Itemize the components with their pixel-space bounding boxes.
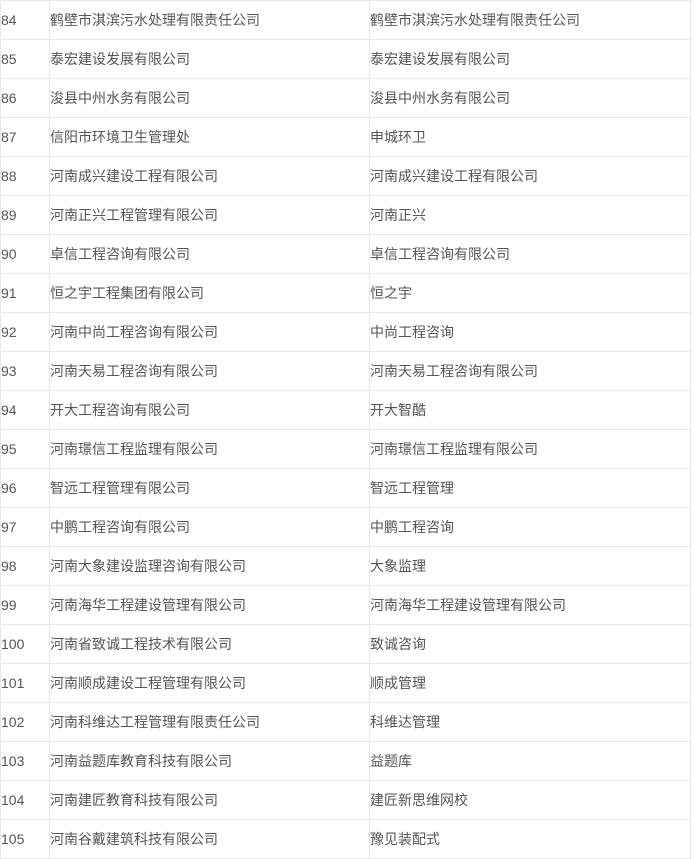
company-short-name-cell: 恒之宇	[369, 273, 691, 313]
company-short-name-cell: 智远工程管理	[369, 468, 691, 508]
company-short-name-cell: 河南正兴	[369, 195, 691, 235]
company-short-name-cell: 中鹏工程咨询	[369, 507, 691, 547]
row-number-cell: 85	[0, 39, 50, 79]
row-number-cell: 101	[0, 663, 50, 703]
company-short-name-cell: 大象监理	[369, 546, 691, 586]
row-number-cell: 97	[0, 507, 50, 547]
row-number-cell: 93	[0, 351, 50, 391]
company-full-name-cell: 河南省致诚工程技术有限公司	[49, 624, 370, 664]
company-short-name-cell: 河南海华工程建设管理有限公司	[369, 585, 691, 625]
row-number-cell: 89	[0, 195, 50, 235]
table-row: 90 卓信工程咨询有限公司 卓信工程咨询有限公司	[0, 234, 691, 274]
company-short-name-cell: 河南璟信工程监理有限公司	[369, 429, 691, 469]
table-row: 105 河南谷戴建筑科技有限公司 豫见装配式	[0, 819, 691, 859]
company-short-name-cell: 浚县中州水务有限公司	[369, 78, 691, 118]
company-short-name-cell: 申城环卫	[369, 117, 691, 157]
table-row: 100 河南省致诚工程技术有限公司 致诚咨询	[0, 624, 691, 664]
company-short-name-cell: 开大智酷	[369, 390, 691, 430]
company-short-name-cell: 卓信工程咨询有限公司	[369, 234, 691, 274]
row-number-cell: 92	[0, 312, 50, 352]
company-short-name-cell: 致诚咨询	[369, 624, 691, 664]
company-short-name-cell: 益题库	[369, 741, 691, 781]
company-short-name-cell: 科维达管理	[369, 702, 691, 742]
company-short-name-cell: 建匠新思维网校	[369, 780, 691, 820]
company-full-name-cell: 卓信工程咨询有限公司	[49, 234, 370, 274]
row-number-cell: 94	[0, 390, 50, 430]
company-full-name-cell: 河南顺成建设工程管理有限公司	[49, 663, 370, 703]
table-row: 85 泰宏建设发展有限公司 泰宏建设发展有限公司	[0, 39, 691, 79]
table-row: 98 河南大象建设监理咨询有限公司 大象监理	[0, 546, 691, 586]
company-full-name-cell: 开大工程咨询有限公司	[49, 390, 370, 430]
company-full-name-cell: 河南中尚工程咨询有限公司	[49, 312, 370, 352]
row-number-cell: 84	[0, 0, 50, 40]
company-short-name-cell: 鹤壁市淇滨污水处理有限责任公司	[369, 0, 691, 40]
table-row: 96 智远工程管理有限公司 智远工程管理	[0, 468, 691, 508]
row-number-cell: 99	[0, 585, 50, 625]
table-row: 97 中鹏工程咨询有限公司 中鹏工程咨询	[0, 507, 691, 547]
company-full-name-cell: 河南正兴工程管理有限公司	[49, 195, 370, 235]
company-short-name-cell: 豫见装配式	[369, 819, 691, 859]
table-row: 88 河南成兴建设工程有限公司 河南成兴建设工程有限公司	[0, 156, 691, 196]
table-row: 104 河南建匠教育科技有限公司 建匠新思维网校	[0, 780, 691, 820]
company-full-name-cell: 恒之宇工程集团有限公司	[49, 273, 370, 313]
company-full-name-cell: 河南谷戴建筑科技有限公司	[49, 819, 370, 859]
row-number-cell: 105	[0, 819, 50, 859]
company-full-name-cell: 河南益题库教育科技有限公司	[49, 741, 370, 781]
row-number-cell: 98	[0, 546, 50, 586]
table-row: 84 鹤壁市淇滨污水处理有限责任公司 鹤壁市淇滨污水处理有限责任公司	[0, 0, 691, 40]
table-row: 89 河南正兴工程管理有限公司 河南正兴	[0, 195, 691, 235]
company-full-name-cell: 河南璟信工程监理有限公司	[49, 429, 370, 469]
row-number-cell: 86	[0, 78, 50, 118]
row-number-cell: 104	[0, 780, 50, 820]
company-short-name-cell: 河南成兴建设工程有限公司	[369, 156, 691, 196]
table-row: 101 河南顺成建设工程管理有限公司 顺成管理	[0, 663, 691, 703]
table-row: 92 河南中尚工程咨询有限公司 中尚工程咨询	[0, 312, 691, 352]
company-full-name-cell: 泰宏建设发展有限公司	[49, 39, 370, 79]
row-number-cell: 90	[0, 234, 50, 274]
company-full-name-cell: 鹤壁市淇滨污水处理有限责任公司	[49, 0, 370, 40]
row-number-cell: 102	[0, 702, 50, 742]
company-full-name-cell: 智远工程管理有限公司	[49, 468, 370, 508]
row-number-cell: 96	[0, 468, 50, 508]
company-short-name-cell: 中尚工程咨询	[369, 312, 691, 352]
table-row: 87 信阳市环境卫生管理处 申城环卫	[0, 117, 691, 157]
company-short-name-cell: 顺成管理	[369, 663, 691, 703]
row-number-cell: 88	[0, 156, 50, 196]
company-full-name-cell: 信阳市环境卫生管理处	[49, 117, 370, 157]
company-full-name-cell: 河南科维达工程管理有限责任公司	[49, 702, 370, 742]
company-full-name-cell: 河南天易工程咨询有限公司	[49, 351, 370, 391]
table-row: 95 河南璟信工程监理有限公司 河南璟信工程监理有限公司	[0, 429, 691, 469]
company-full-name-cell: 河南海华工程建设管理有限公司	[49, 585, 370, 625]
company-full-name-cell: 河南建匠教育科技有限公司	[49, 780, 370, 820]
company-full-name-cell: 河南成兴建设工程有限公司	[49, 156, 370, 196]
row-number-cell: 95	[0, 429, 50, 469]
row-number-cell: 103	[0, 741, 50, 781]
table-row: 99 河南海华工程建设管理有限公司 河南海华工程建设管理有限公司	[0, 585, 691, 625]
table-row: 91 恒之宇工程集团有限公司 恒之宇	[0, 273, 691, 313]
company-full-name-cell: 河南大象建设监理咨询有限公司	[49, 546, 370, 586]
row-number-cell: 91	[0, 273, 50, 313]
company-full-name-cell: 中鹏工程咨询有限公司	[49, 507, 370, 547]
row-number-cell: 100	[0, 624, 50, 664]
row-number-cell: 87	[0, 117, 50, 157]
company-full-name-cell: 浚县中州水务有限公司	[49, 78, 370, 118]
table-row: 86 浚县中州水务有限公司 浚县中州水务有限公司	[0, 78, 691, 118]
company-short-name-cell: 河南天易工程咨询有限公司	[369, 351, 691, 391]
table-row: 102 河南科维达工程管理有限责任公司 科维达管理	[0, 702, 691, 742]
table-row: 94 开大工程咨询有限公司 开大智酷	[0, 390, 691, 430]
table-row: 103 河南益题库教育科技有限公司 益题库	[0, 741, 691, 781]
company-short-name-cell: 泰宏建设发展有限公司	[369, 39, 691, 79]
table-row: 93 河南天易工程咨询有限公司 河南天易工程咨询有限公司	[0, 351, 691, 391]
